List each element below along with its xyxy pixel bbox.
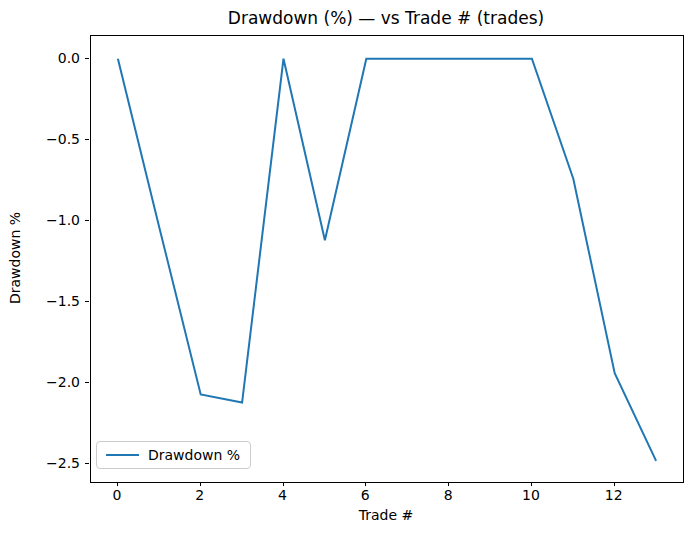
x-tick-label: 6: [361, 487, 370, 503]
legend: Drawdown %: [96, 441, 251, 469]
x-tick-mark: [200, 482, 201, 486]
x-axis-label: Trade #: [90, 507, 682, 523]
x-tick-label: 0: [112, 487, 121, 503]
series-line-drawdown-: [118, 59, 656, 461]
legend-line-sample: [106, 454, 139, 456]
x-tick-mark: [117, 482, 118, 486]
x-tick-label: 2: [195, 487, 204, 503]
y-tick-label: −0.5: [0, 131, 80, 147]
x-tick-label: 12: [605, 487, 623, 503]
y-axis-label: Drawdown %: [7, 212, 23, 304]
y-tick-mark: [85, 382, 89, 383]
plot-area: [90, 35, 684, 483]
x-tick-label: 10: [522, 487, 540, 503]
x-tick-mark: [365, 482, 366, 486]
x-tick-mark: [448, 482, 449, 486]
y-tick-label: −2.5: [0, 455, 80, 471]
x-tick-mark: [531, 482, 532, 486]
drawdown-line-chart: [91, 36, 683, 482]
x-tick-mark: [283, 482, 284, 486]
y-tick-label: 0.0: [0, 50, 80, 66]
x-tick-label: 8: [444, 487, 453, 503]
y-tick-mark: [85, 139, 89, 140]
y-tick-mark: [85, 58, 89, 59]
x-tick-mark: [614, 482, 615, 486]
figure: Drawdown (%) — vs Trade # (trades) 0 2 4 6 8…: [0, 0, 695, 546]
x-tick-label: 4: [278, 487, 287, 503]
legend-label: Drawdown %: [148, 447, 240, 463]
chart-title: Drawdown (%) — vs Trade # (trades): [90, 8, 682, 28]
y-tick-mark: [85, 463, 89, 464]
y-tick-mark: [85, 301, 89, 302]
y-tick-mark: [85, 220, 89, 221]
y-tick-label: −2.0: [0, 374, 80, 390]
